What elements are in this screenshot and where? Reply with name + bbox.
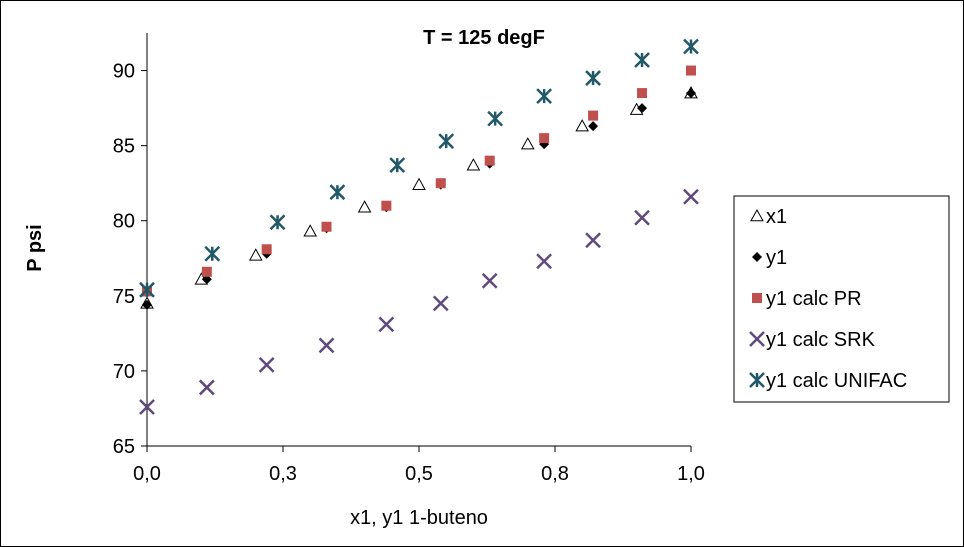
data-point (686, 65, 696, 76)
axes: 65 70 75 80 85 90 0,0 0,3 0,5 0,8 1,0 (113, 33, 705, 485)
data-point (381, 200, 392, 211)
data-point (435, 178, 446, 189)
legend-item: y1 calc SRK (749, 329, 876, 351)
legend-marker (752, 252, 762, 262)
legend-label: y1 calc SRK (766, 329, 876, 351)
data-point (329, 184, 346, 201)
data-point (588, 110, 599, 121)
data-point (683, 38, 699, 55)
data-point (261, 244, 272, 255)
data-point (520, 137, 535, 150)
data-point (683, 188, 699, 205)
data-point (536, 253, 553, 270)
data-point (686, 88, 696, 99)
legend-box (733, 195, 950, 403)
data-point (142, 299, 152, 310)
legend: x1 y1 y1 calc PR y1 calc SRK y1 calc UNIFAC (733, 195, 950, 403)
data-point (378, 316, 395, 333)
y-tick-label: 70 (113, 361, 135, 383)
y-tick-label: 80 (113, 211, 135, 233)
data-point (201, 266, 212, 277)
data-point (303, 224, 318, 237)
data-point (634, 209, 650, 226)
legend-label: y1 calc PR (766, 288, 862, 310)
data-point (258, 357, 275, 373)
y-tick-label: 85 (113, 136, 135, 158)
data-point (575, 119, 590, 132)
data-points (139, 38, 699, 415)
data-point (357, 200, 372, 213)
x-tick-label: 0,3 (269, 463, 297, 485)
x-tick-label: 0,5 (405, 463, 433, 485)
data-point (481, 272, 498, 289)
series-y1 (142, 88, 696, 310)
data-point (318, 337, 335, 354)
legend-item: x1 (750, 206, 787, 228)
data-point (201, 274, 212, 285)
data-point (389, 157, 406, 174)
legend-marker (752, 293, 762, 303)
data-point (536, 88, 553, 104)
x-tick-label: 0,8 (541, 463, 569, 485)
data-point (637, 103, 648, 114)
data-point (487, 110, 504, 127)
data-point (139, 399, 155, 415)
x-tick-label: 1,0 (677, 463, 705, 485)
y-tick-label: 90 (113, 61, 135, 83)
chart-title: T = 125 degF (423, 27, 545, 49)
series-y1-calc-unifac (139, 38, 699, 298)
legend-marker (750, 208, 764, 222)
data-point (539, 133, 550, 144)
legend-label: x1 (766, 206, 787, 228)
data-point (248, 248, 263, 261)
data-point (139, 281, 155, 298)
data-point (204, 245, 221, 262)
data-point (484, 155, 495, 166)
data-point (198, 379, 215, 396)
legend-label: y1 calc UNIFAC (766, 370, 907, 392)
data-point (637, 88, 648, 99)
data-point (585, 232, 601, 249)
y-axis-title: P psi (24, 224, 46, 271)
legend-label: y1 (766, 247, 787, 269)
data-point (438, 133, 455, 150)
data-point (588, 121, 599, 132)
data-point (634, 52, 650, 68)
x-axis-title: x1, y1 1-buteno (350, 507, 488, 529)
legend-marker (749, 331, 765, 347)
x-tick-label: 0,0 (133, 463, 161, 485)
data-point (321, 221, 332, 232)
y-tick-label: 65 (113, 436, 135, 458)
data-point (585, 70, 601, 86)
data-point (432, 295, 449, 312)
data-point (466, 158, 481, 171)
series-x1 (140, 86, 698, 309)
y-tick-label: 75 (113, 286, 135, 308)
data-point (269, 214, 286, 231)
series-y1-calc-srk (139, 188, 699, 415)
legend-item: y1 (752, 247, 787, 269)
legend-marker (749, 372, 765, 388)
legend-item: y1 calc UNIFAC (749, 370, 907, 392)
legend-item: y1 calc PR (752, 288, 862, 310)
data-point (412, 177, 426, 190)
